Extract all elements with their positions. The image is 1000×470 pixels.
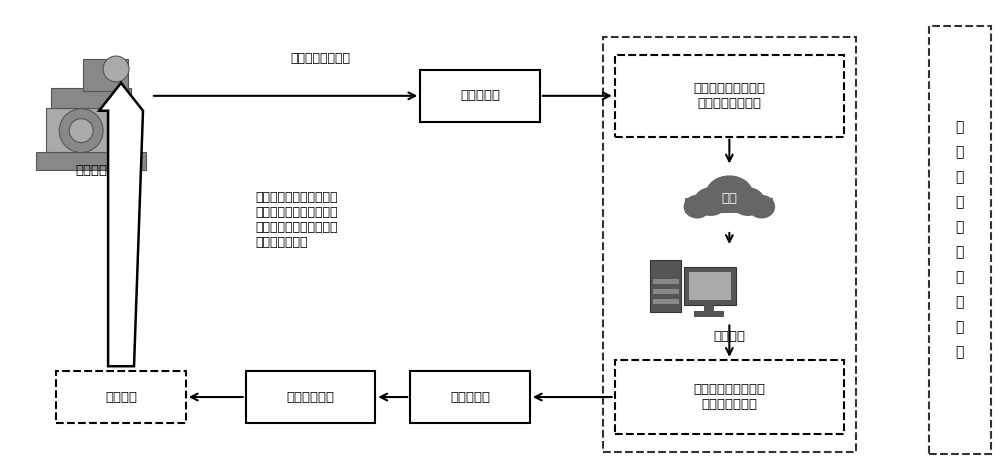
FancyBboxPatch shape [653, 298, 679, 304]
FancyBboxPatch shape [650, 260, 681, 312]
Text: 信号故障诊断: 信号故障诊断 [287, 391, 335, 404]
FancyBboxPatch shape [653, 289, 679, 294]
Circle shape [69, 119, 93, 142]
Text: 检测结果: 检测结果 [105, 391, 137, 404]
FancyBboxPatch shape [46, 108, 136, 152]
Text: 使用相应的解压缩算
法得到重构信号: 使用相应的解压缩算 法得到重构信号 [693, 383, 765, 411]
FancyBboxPatch shape [685, 198, 773, 213]
FancyBboxPatch shape [653, 279, 679, 284]
Circle shape [103, 56, 129, 82]
Text: 上云: 上云 [721, 192, 737, 205]
FancyBboxPatch shape [246, 371, 375, 423]
Ellipse shape [748, 195, 775, 219]
FancyBboxPatch shape [83, 59, 128, 91]
Ellipse shape [694, 187, 728, 216]
FancyBboxPatch shape [56, 371, 186, 423]
Text: 本地设备: 本地设备 [713, 330, 745, 343]
Text: 信号预处理: 信号预处理 [460, 89, 500, 102]
Circle shape [59, 109, 103, 152]
FancyBboxPatch shape [36, 152, 146, 171]
Text: 机械设备: 机械设备 [75, 164, 107, 177]
FancyBboxPatch shape [51, 88, 131, 108]
FancyBboxPatch shape [684, 267, 736, 305]
FancyBboxPatch shape [929, 26, 991, 454]
FancyBboxPatch shape [410, 371, 530, 423]
Text: 所
解
决
的
关
键
技
术
问
题: 所 解 决 的 关 键 技 术 问 题 [956, 120, 964, 360]
FancyBboxPatch shape [704, 303, 714, 313]
Ellipse shape [706, 175, 753, 212]
Text: 为云制造下机械设备进行
状态监测、故障预警、预
测性维护、运行优化等服
务提供技术支持: 为云制造下机械设备进行 状态监测、故障预警、预 测性维护、运行优化等服 务提供技… [256, 191, 338, 249]
Polygon shape [99, 83, 143, 366]
FancyBboxPatch shape [420, 70, 540, 122]
Text: 信号预处理: 信号预处理 [450, 391, 490, 404]
Text: 实时机械振动信号: 实时机械振动信号 [291, 52, 351, 64]
FancyBboxPatch shape [689, 272, 731, 299]
FancyBboxPatch shape [615, 360, 844, 434]
Ellipse shape [684, 195, 711, 219]
FancyBboxPatch shape [615, 55, 844, 137]
FancyBboxPatch shape [694, 311, 724, 316]
Text: 使用压缩算法对机械
振动信号进行压缩: 使用压缩算法对机械 振动信号进行压缩 [693, 82, 765, 110]
Ellipse shape [731, 187, 765, 216]
